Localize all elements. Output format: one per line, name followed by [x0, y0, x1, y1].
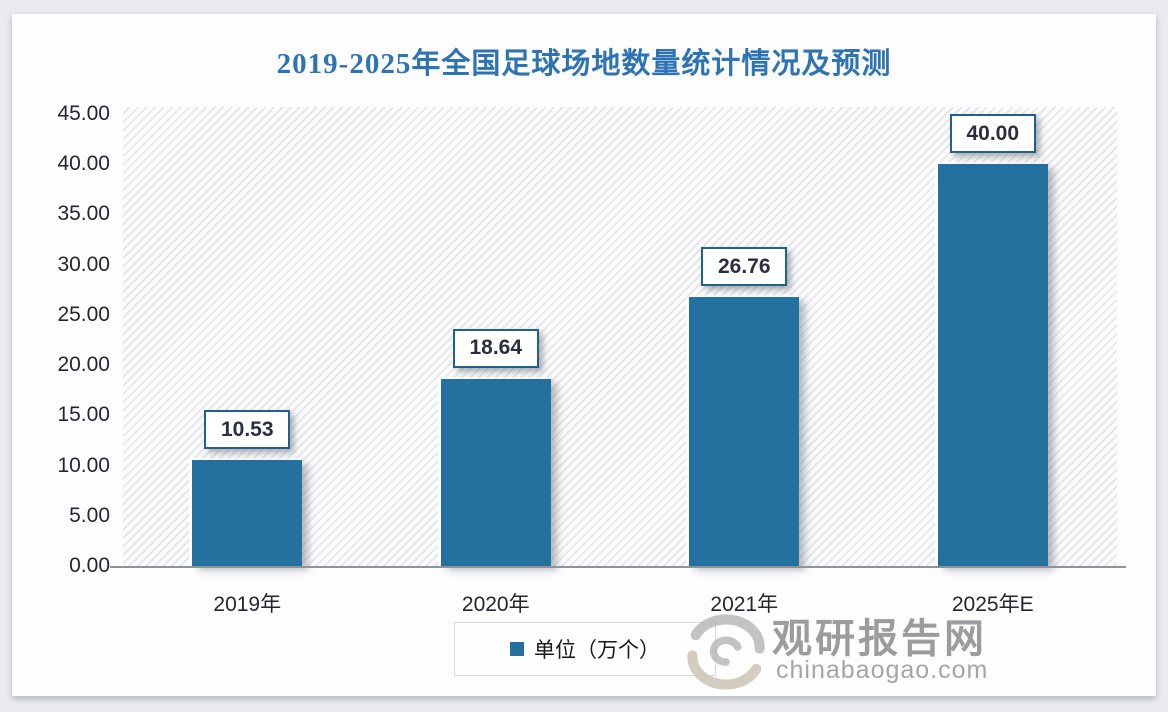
- y-axis-tick-label: 45.00: [57, 102, 110, 125]
- chart-title: 2019-2025年全国足球场地数量统计情况及预测: [276, 48, 892, 80]
- x-axis-tick-label: 2025年E: [951, 593, 1034, 616]
- y-axis-tick-label: 0.00: [69, 554, 110, 577]
- bar: [440, 378, 551, 566]
- chinabaogao-logo-icon: [687, 614, 765, 690]
- x-axis-tick-label: 2020年: [461, 593, 530, 616]
- legend-swatch-icon: [510, 642, 524, 656]
- bar-value-label: 40.00: [949, 114, 1036, 154]
- bar-value-label: 18.64: [452, 328, 539, 368]
- y-axis-tick-label: 40.00: [57, 152, 110, 176]
- y-axis-tick-label: 25.00: [57, 302, 110, 326]
- x-axis-tick-label: 2021年: [710, 593, 779, 616]
- y-axis-tick-label: 10.00: [57, 453, 110, 477]
- x-axis-tick-label: 2019年: [213, 593, 282, 616]
- chart-card: 2019-2025年全国足球场地数量统计情况及预测 0.00 5.00 10.00 1…: [12, 14, 1156, 696]
- bar: [937, 164, 1048, 566]
- y-axis-tick-label: 20.00: [57, 353, 110, 377]
- y-axis-tick-label: 5.00: [69, 503, 110, 527]
- bar: [192, 460, 303, 566]
- y-axis-tick-label: 15.00: [57, 403, 110, 427]
- bar-value-label: 10.53: [204, 410, 291, 450]
- y-axis-tick-label: 35.00: [57, 202, 110, 226]
- watermark-site-url: chinabaogao.com: [776, 656, 989, 684]
- y-axis-tick-label: 30.00: [57, 252, 110, 276]
- bar: [689, 297, 800, 566]
- x-axis-line: [110, 566, 1126, 568]
- legend-label: 单位（万个）: [534, 639, 660, 662]
- watermark-site-name: 观研报告网: [772, 617, 987, 661]
- legend: 单位（万个）: [454, 622, 716, 676]
- bar-value-label: 26.76: [701, 247, 788, 287]
